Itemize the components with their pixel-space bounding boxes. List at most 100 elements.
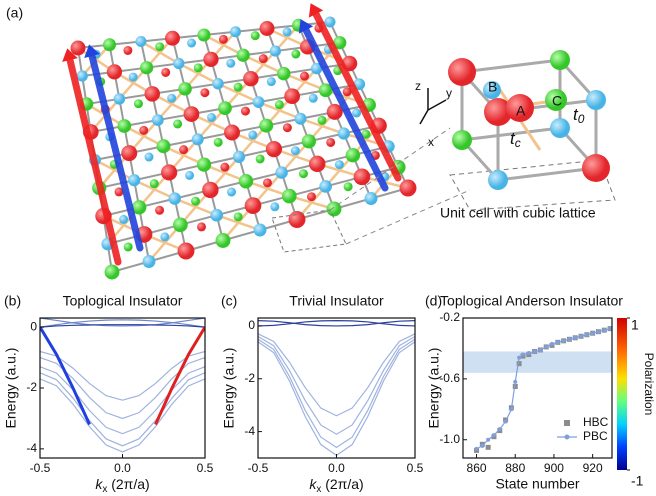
axis-x: x [428,135,434,149]
label-part: x [102,484,107,495]
x-tick-label: 0.0 [114,461,131,475]
y-tick-label: -4 [244,424,255,438]
hopping-label: t0 [573,105,585,126]
atom [128,72,138,82]
atom [70,40,86,56]
hopping-label: tc [510,129,521,150]
label-part: k [95,476,103,492]
atom [218,101,232,115]
atom [104,264,120,280]
y-tick-label: -2 [244,371,255,385]
atom [259,21,275,36]
guide [345,189,471,245]
point [550,341,555,346]
series-line [258,333,415,417]
atom [342,87,352,97]
chart-title: Toplogical Insulator [63,293,183,309]
shaded-band [463,351,612,373]
atom [236,48,250,62]
atom [149,179,159,189]
edge-arrow-head [298,19,314,34]
atom [243,70,259,87]
floor [449,159,616,211]
guide [329,127,451,211]
point [520,352,525,357]
atom [334,160,344,170]
point [579,334,584,339]
atom [203,51,219,67]
y-axis-label: Energy (a.u.) [426,348,442,429]
series-line [40,356,205,420]
edge-arrow [88,52,144,252]
atom [291,49,301,59]
atom [185,170,195,180]
atom [337,127,350,140]
atom [210,208,224,222]
point [584,332,589,337]
atom [448,58,476,86]
label-part: x [316,484,321,495]
atom [506,94,534,122]
plot-frame [39,317,206,459]
x-tick-label: 0.0 [328,461,345,475]
axis-z: z [415,79,421,93]
atom [179,145,189,155]
x-tick-label: 0.5 [197,461,214,475]
atom [173,119,183,129]
unit-box [271,209,347,253]
atom [173,217,188,233]
atom [227,187,237,197]
atom [333,36,347,50]
cube-edge [461,126,561,142]
y-tick-label: 0 [248,318,255,332]
series-line [40,318,205,327]
y-tick-label: -0.2 [439,310,460,324]
series-line [154,326,205,426]
y-tick-label: -0.6 [439,371,460,385]
atom [252,96,265,109]
atom [343,182,353,192]
atom [191,196,201,206]
point [544,344,549,349]
atom [317,115,327,125]
site-label: C [552,93,562,109]
x-tick-label: 920 [583,461,603,475]
x-tick-label: 0.5 [407,461,424,475]
atom [326,137,336,147]
colorbar-tick-label: -1 [631,473,644,489]
bond [148,224,182,263]
colorbar-label: Polarization [642,353,656,416]
atom [119,214,129,224]
y-tick-label: -1.0 [439,432,460,446]
atom [483,81,501,99]
edge-arrow-head [308,3,324,18]
atom [550,118,570,138]
atom [269,45,281,57]
atom [131,200,147,215]
point [538,347,543,352]
atom [156,139,171,154]
atom [300,71,310,81]
atom [76,70,88,82]
series-line [40,366,205,435]
atom [238,174,254,189]
atom [352,108,362,118]
x-tick-label: -0.5 [248,461,269,475]
atom [226,58,236,68]
atom [233,82,243,92]
series-line [258,320,415,327]
label-part: k [309,476,317,492]
panel-label: (d) [425,293,442,309]
atom [218,34,228,44]
point [509,407,514,412]
atom [274,100,284,110]
plot-area [463,326,612,453]
atom [161,67,171,77]
atom [545,89,567,111]
atom [140,61,154,75]
atom [168,192,181,205]
atom [183,106,200,122]
site-label: B [488,79,497,95]
atom [282,123,292,133]
